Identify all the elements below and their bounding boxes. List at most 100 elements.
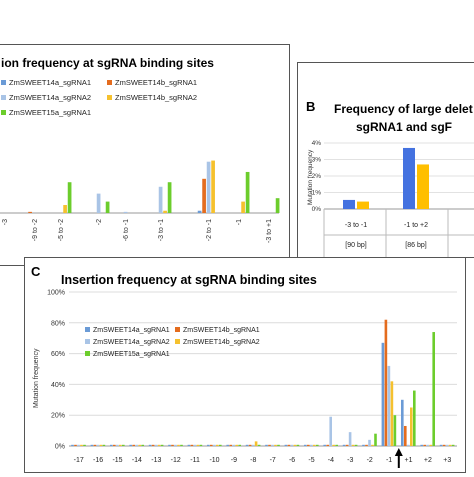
panel-c-bar — [135, 444, 138, 446]
panel-a-bar — [206, 161, 211, 213]
panel-c-bar — [310, 444, 313, 446]
panel-c-title: Insertion frequency at sgRNA binding sit… — [61, 273, 317, 287]
panel-b-bar — [357, 201, 369, 209]
panel-c-x-label: -13 — [151, 457, 161, 464]
panel-c-bar — [387, 365, 391, 446]
panel-c-bar — [196, 444, 200, 446]
panel-a-legend-label: ZmSWEET14b_sgRNA1 — [115, 78, 197, 87]
panel-c-bar — [77, 444, 80, 446]
panel-a-tick-label: -3 to +1 — [266, 219, 273, 243]
panel-c-legend-swatch — [85, 339, 90, 344]
panel-b-bar — [403, 147, 415, 209]
panel-a-tick-label: -3 to -1 — [158, 219, 165, 241]
panel-c-bar — [287, 444, 291, 446]
panel-a-tick-label: -3 — [2, 219, 9, 225]
panel-c-bar — [426, 444, 429, 446]
panel-c-bar — [177, 444, 180, 446]
panel-c-legend-label: ZmSWEET14b_sgRNA2 — [183, 339, 260, 346]
panel-b-bar — [417, 164, 429, 209]
panel-c-bar — [168, 444, 171, 446]
panel-c-bar — [122, 444, 125, 446]
panel-c-y-tick: 60% — [51, 351, 65, 358]
panel-c-x-label: -8 — [250, 457, 256, 464]
panel-b-x-sublabel: [90 bp] — [345, 242, 366, 249]
panel-c-bar — [268, 444, 271, 446]
panel-c-bar — [307, 444, 310, 446]
panel-c-bar — [138, 444, 141, 446]
panel-b: B Frequency of large delet sgRNA1 and sg… — [297, 62, 474, 258]
panel-c-bar — [102, 444, 106, 446]
panel-c-y-axis-label: Mutation frequency — [33, 348, 40, 408]
panel-a-legend-swatch — [1, 95, 6, 100]
panel-c-bar — [80, 444, 83, 446]
panel-a-bar — [123, 211, 128, 213]
panel-c-x-label: -15 — [112, 457, 122, 464]
panel-c-bar — [277, 444, 280, 446]
panel-a-chart: ion frequency at sgRNA binding sites ZmS… — [0, 56, 280, 243]
panel-c-grid — [69, 291, 457, 447]
panel-a: ion frequency at sgRNA binding sites ZmS… — [0, 44, 290, 266]
panel-c-bar — [265, 444, 268, 446]
panel-a-bar — [245, 171, 250, 213]
panel-a-bar — [275, 198, 280, 213]
panel-c-x-label: -2 — [367, 457, 373, 464]
panel-c-bar — [113, 444, 116, 446]
panel-c-bar — [245, 444, 249, 446]
panel-b-y-tick: 2% — [312, 173, 322, 180]
panel-b-bar — [343, 199, 355, 209]
panel-c-bar — [374, 433, 377, 446]
panel-a-bar — [197, 210, 202, 213]
panel-c-bar — [171, 444, 174, 446]
panel-a-bar — [211, 160, 215, 213]
panel-b-y-tick: 0% — [312, 206, 322, 213]
panel-b-bars — [343, 147, 429, 209]
panel-b-x-label: -3 to -1 — [345, 222, 367, 229]
panel-c-bar — [110, 444, 113, 446]
panel-a-bar — [202, 178, 206, 213]
panel-b-label: B — [306, 99, 315, 114]
panel-c-bar — [157, 444, 161, 446]
panel-c-legend-swatch — [175, 339, 180, 344]
panel-c-bar — [362, 444, 365, 446]
panel-b-x-sublabel: [86 bp] — [405, 242, 426, 249]
panel-c-x-label: -6 — [289, 457, 295, 464]
panel-c-x-label: -12 — [171, 457, 181, 464]
panel-c-x-label: -16 — [93, 457, 103, 464]
panel-c-x-label: -1 — [386, 457, 392, 464]
panel-c-bar — [93, 444, 97, 446]
panel-c-bar — [442, 444, 446, 446]
panel-c-bar — [193, 444, 197, 446]
panel-c-bar — [393, 415, 397, 446]
panel-c-x-label: -5 — [308, 457, 314, 464]
panel-c-legend-label: ZmSWEET14a_sgRNA2 — [93, 339, 170, 346]
panel-c-bar — [354, 444, 358, 446]
panel-c-bar — [271, 444, 274, 446]
panel-a-tick-label: -6 to -1 — [123, 219, 130, 241]
panel-c-bar — [148, 444, 152, 446]
panel-c-bar — [248, 444, 252, 446]
panel-c-bar — [219, 444, 222, 446]
panel-a-tick-label: -1 — [236, 219, 243, 225]
panel-c-x-label: -11 — [190, 457, 200, 464]
panel-c-x-label: -10 — [209, 457, 219, 464]
panel-a-bar — [28, 211, 32, 213]
panel-a-legend-swatch — [107, 80, 112, 85]
panel-c-bar — [390, 381, 394, 446]
panel-c-chart: C Insertion frequency at sgRNA binding s… — [31, 264, 457, 468]
panel-c-bar — [293, 444, 297, 446]
panel-c-bar — [404, 425, 407, 446]
panel-c-bar — [384, 319, 388, 446]
panel-a-tick-label: -9 to -2 — [32, 219, 39, 241]
panel-c-bar — [90, 444, 94, 446]
panel-c-bar — [180, 444, 183, 446]
panel-a-bars — [28, 160, 280, 213]
panel-c-bar — [199, 444, 203, 446]
panel-c-y-tick: 100% — [47, 290, 65, 297]
panel-c-bar — [141, 444, 144, 446]
panel-b-title-line2: sgRNA1 and sgF — [356, 120, 452, 134]
panel-c-bars — [71, 319, 455, 446]
panel-c-bar — [213, 444, 216, 446]
panel-a-bar — [241, 201, 245, 213]
panel-c-bar — [368, 439, 371, 446]
panel-c-bar — [448, 444, 452, 446]
